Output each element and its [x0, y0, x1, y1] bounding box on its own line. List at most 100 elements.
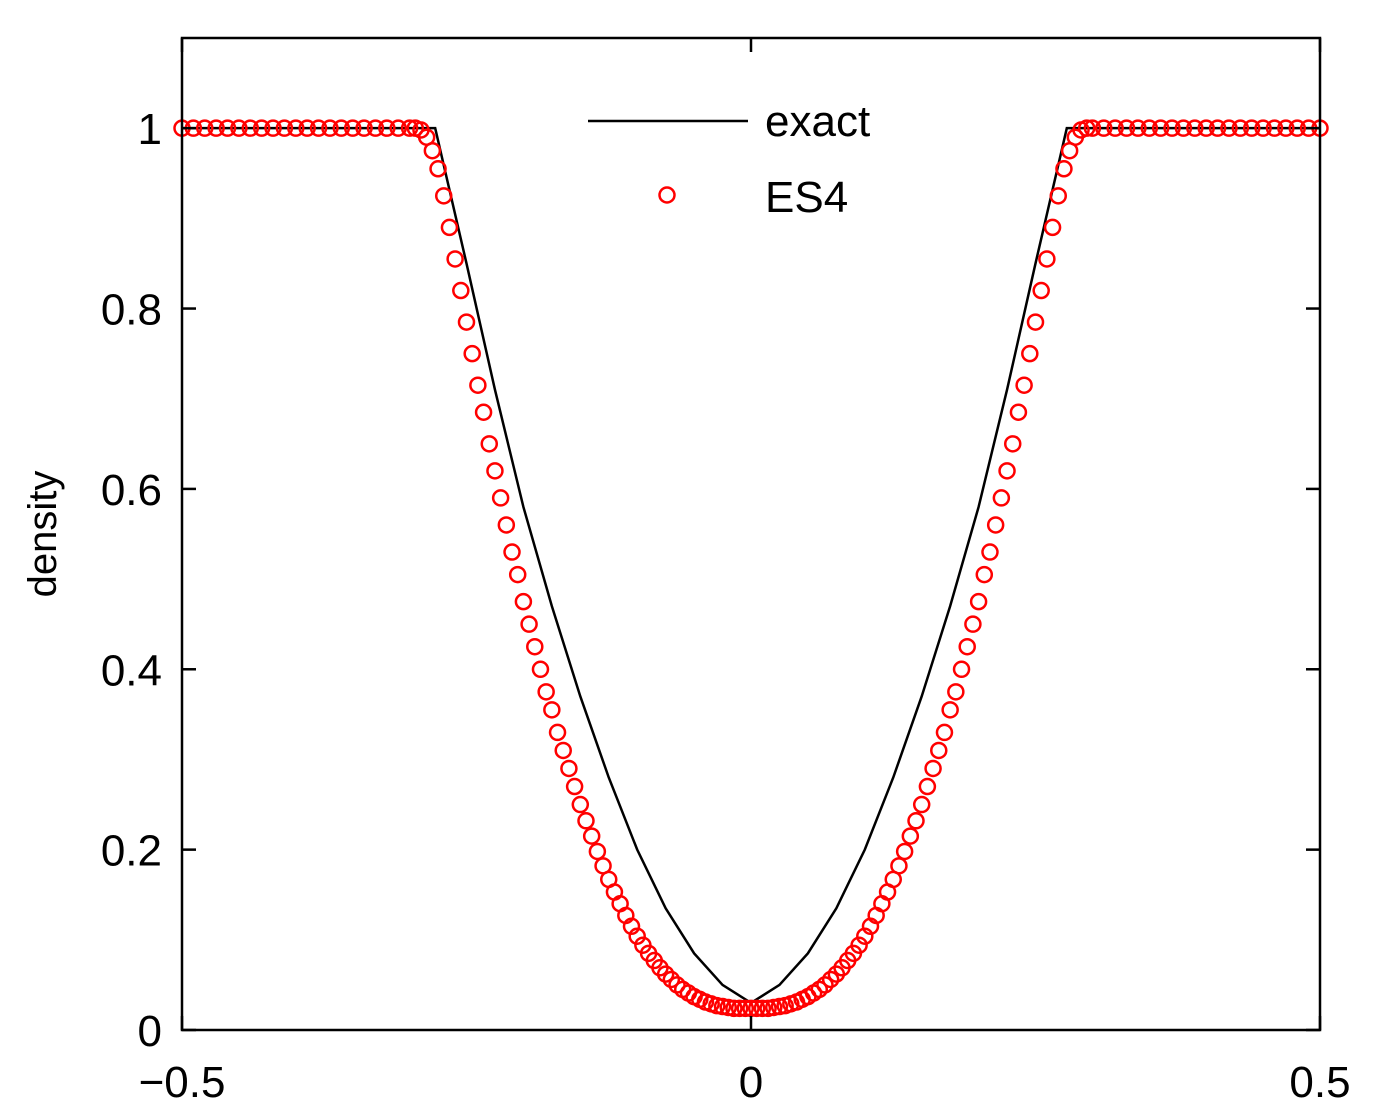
- series-es4-point: [526, 637, 544, 656]
- series-es4-point: [895, 842, 914, 861]
- series-es4-point: [1043, 218, 1062, 237]
- series-es4-point: [725, 999, 743, 1018]
- series-es4-point: [992, 489, 1011, 507]
- series-es4-point: [366, 119, 385, 137]
- series-es4-point: [491, 489, 510, 507]
- series-es4-point: [230, 119, 248, 137]
- y-tick-label: 1: [138, 105, 162, 154]
- series-es4-point: [463, 344, 481, 363]
- legend: exact ES4: [588, 97, 870, 222]
- series-es4-point: [856, 927, 874, 945]
- series-es4-point: [264, 119, 282, 137]
- series-es4-point: [400, 119, 419, 137]
- series-es4-point: [218, 119, 237, 137]
- series-es4-point: [1009, 403, 1028, 421]
- y-tick-label: 0.8: [101, 286, 162, 335]
- series-es4-point: [1220, 119, 1238, 137]
- series-es4-point: [452, 281, 470, 300]
- series-es4-point: [1106, 119, 1124, 137]
- series-es4-point: [941, 701, 959, 719]
- series-es4-point: [531, 660, 550, 679]
- series-es4-point: [628, 927, 646, 945]
- series-es4-point: [514, 592, 533, 611]
- series-es4-point: [1231, 119, 1250, 137]
- series-es4-point: [622, 917, 641, 936]
- series-es4-point: [537, 683, 555, 701]
- series-es4-point: [912, 795, 931, 814]
- series-es4-point: [907, 812, 925, 830]
- series-es4-point: [981, 543, 999, 561]
- series-es4-point: [1151, 119, 1170, 137]
- series-es4-point: [298, 119, 316, 137]
- series-es4-point: [446, 250, 464, 268]
- series-es4-point: [520, 615, 538, 633]
- series-es4-point: [378, 119, 396, 137]
- series-es4-point: [508, 565, 527, 584]
- series-es4-point: [588, 842, 607, 861]
- series-es4-point: [474, 403, 493, 421]
- legend-es4-swatch: [658, 186, 676, 204]
- series-es4-point: [252, 119, 271, 137]
- series-es4-point: [503, 543, 521, 561]
- y-tick-label: 0.6: [101, 466, 162, 515]
- series-es4-point: [736, 999, 755, 1018]
- legend-es4-label: ES4: [765, 173, 848, 222]
- y-axis-label: density: [21, 471, 65, 598]
- series-es4-point: [497, 516, 516, 534]
- series-es4-point: [890, 857, 908, 875]
- series-es4-point: [1026, 313, 1045, 331]
- series-es4-point: [577, 812, 595, 830]
- series-es4-point: [742, 999, 760, 1018]
- series-es4-point: [969, 592, 988, 611]
- series-es4-point: [196, 119, 214, 137]
- series-es4-point: [582, 827, 601, 845]
- series-es4-point: [1163, 119, 1181, 137]
- series-es4-point: [548, 723, 567, 742]
- series-es4-point: [901, 827, 920, 845]
- series-es4-point: [1129, 119, 1147, 137]
- series-es4-point: [275, 119, 294, 137]
- series-es4-point: [1277, 119, 1295, 137]
- series-es4-point: [730, 999, 749, 1018]
- series-es4-point: [309, 119, 328, 137]
- series-es4-point: [560, 759, 578, 778]
- series-es4-point: [816, 976, 834, 994]
- series-es4-point: [1083, 119, 1102, 137]
- y-tick-label: 0: [138, 1007, 162, 1056]
- series-es4-point: [389, 119, 407, 137]
- series-es4-point: [1117, 119, 1136, 137]
- series-es4-point: [1003, 435, 1022, 453]
- series-es4-point: [821, 970, 840, 989]
- series-es4-point: [958, 637, 976, 656]
- series-es4-point: [1288, 119, 1306, 137]
- series-es4-point: [1208, 119, 1227, 137]
- series-es4-point: [565, 777, 584, 796]
- series-es4-point: [486, 462, 504, 480]
- series-es4-point: [975, 565, 994, 584]
- plot-layer: [173, 119, 1329, 1018]
- series-es4-point: [1021, 344, 1039, 363]
- series-es4-point: [964, 615, 982, 633]
- series-es4-point: [918, 777, 937, 796]
- ticks-layer: −0.5 0 0.500.20.40.60.81: [101, 38, 1351, 1107]
- series-es4-point: [241, 119, 260, 137]
- x-tick-label: 0.5: [1289, 1058, 1350, 1107]
- series-es4-point: [947, 683, 965, 701]
- series-es4-point: [656, 965, 675, 983]
- series-es4-point: [1174, 119, 1193, 137]
- series-es4-point: [1254, 119, 1272, 137]
- series-es4-point: [1055, 160, 1073, 178]
- series-es4-point: [1242, 119, 1261, 137]
- series-es4-point: [1095, 119, 1113, 137]
- series-es4-point: [429, 160, 447, 178]
- series-es4-point: [1077, 119, 1096, 137]
- series-es4-point: [543, 701, 561, 719]
- series-es4-point: [343, 119, 362, 137]
- x-tick-label: 0: [739, 1058, 763, 1107]
- series-es4-point: [924, 759, 942, 778]
- series-es4-point: [440, 218, 459, 237]
- series-es4-point: [1265, 119, 1284, 137]
- series-es4-point: [986, 516, 1005, 534]
- series-es4-point: [480, 435, 499, 453]
- series-es4-point: [662, 970, 681, 989]
